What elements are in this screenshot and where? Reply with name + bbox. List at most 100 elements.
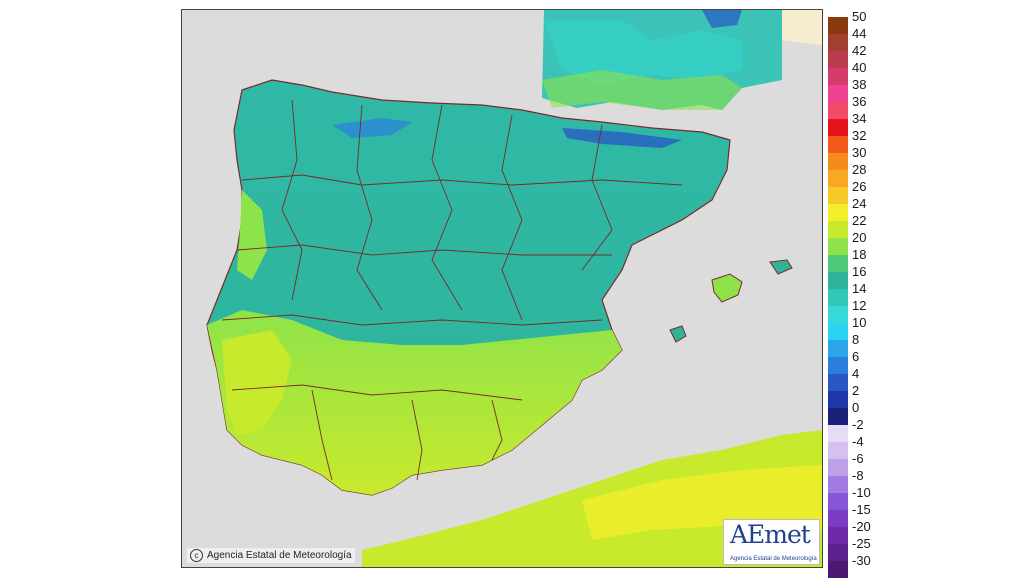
legend-label: -6: [852, 451, 864, 466]
switzerland-region: [782, 10, 822, 45]
legend-item: 4: [828, 366, 888, 391]
legend-swatch: [828, 544, 848, 561]
legend-swatch: [828, 442, 848, 459]
legend-swatch: [828, 340, 848, 357]
legend-swatch: [828, 289, 848, 306]
legend-label: 6: [852, 349, 860, 364]
legend-label: 8: [852, 332, 860, 347]
legend-label: 16: [852, 264, 867, 279]
legend-item: 28: [828, 162, 888, 187]
logo-subtitle: Agencia Estatal de Meteorología: [730, 556, 817, 562]
legend-swatch: [828, 272, 848, 289]
legend-label: -2: [852, 417, 864, 432]
aemet-logo: AEmet Agencia Estatal de Meteorología: [723, 519, 820, 565]
legend-item: 8: [828, 332, 888, 357]
legend-swatch: [828, 391, 848, 408]
legend-swatch: [828, 527, 848, 544]
legend-label: 38: [852, 77, 867, 92]
legend-swatch: [828, 238, 848, 255]
legend-label: 12: [852, 298, 867, 313]
legend-label: -8: [852, 468, 864, 483]
legend-swatch: [828, 170, 848, 187]
legend-swatch: [828, 476, 848, 493]
legend-label: -15: [852, 502, 871, 517]
legend-item: 0: [828, 400, 888, 425]
legend-swatch: [828, 221, 848, 238]
legend-item: -15: [828, 502, 888, 527]
legend-label: 20: [852, 230, 867, 245]
legend-label: 22: [852, 213, 867, 228]
portugal-south-zone: [222, 330, 292, 435]
copyright-text: Agencia Estatal de Meteorología: [207, 550, 352, 561]
legend-label: -20: [852, 519, 871, 534]
legend-item: -2: [828, 417, 888, 442]
legend-item: 38: [828, 77, 888, 102]
legend-label: 0: [852, 400, 860, 415]
legend-item: 10: [828, 315, 888, 340]
legend-label: 28: [852, 162, 867, 177]
legend-label: 34: [852, 111, 867, 126]
legend-label: 40: [852, 60, 867, 75]
legend-item: 26: [828, 179, 888, 204]
legend-swatch: [828, 51, 848, 68]
legend-item: 18: [828, 247, 888, 272]
legend-swatch: [828, 561, 848, 578]
legend-label: 42: [852, 43, 867, 58]
legend-swatch: [828, 374, 848, 391]
province-borders: [221, 99, 683, 481]
legend-swatch: [828, 85, 848, 102]
legend-swatch: [828, 119, 848, 136]
ibiza-island: [669, 325, 687, 343]
legend-swatch: [828, 357, 848, 374]
legend-label: -30: [852, 553, 871, 568]
legend-item: 42: [828, 43, 888, 68]
legend-item: 50: [828, 9, 888, 34]
legend-item: -20: [828, 519, 888, 544]
legend-swatch: [828, 306, 848, 323]
legend-item: 32: [828, 128, 888, 153]
legend-swatch: [828, 68, 848, 85]
legend-item: -6: [828, 451, 888, 476]
legend-label: 10: [852, 315, 867, 330]
legend-swatch: [828, 510, 848, 527]
legend-swatch: [828, 323, 848, 340]
alps-cold-area: [702, 10, 742, 28]
southern-warm-zone: [207, 310, 622, 495]
legend-item: 6: [828, 349, 888, 374]
legend-label: 14: [852, 281, 867, 296]
legend-item: 16: [828, 264, 888, 289]
legend-item: 40: [828, 60, 888, 85]
legend-label: 36: [852, 94, 867, 109]
legend-item: -30: [828, 553, 888, 578]
legend-label: -25: [852, 536, 871, 551]
legend-label: 30: [852, 145, 867, 160]
legend-item: -10: [828, 485, 888, 510]
legend-swatch: [828, 17, 848, 34]
legend-item: 2: [828, 383, 888, 408]
legend-label: -4: [852, 434, 864, 449]
legend-swatch: [828, 34, 848, 51]
legend-item: 20: [828, 230, 888, 255]
legend-label: 32: [852, 128, 867, 143]
legend-label: 18: [852, 247, 867, 262]
legend-label: 50: [852, 9, 867, 24]
portugal-coast-zone: [237, 190, 267, 280]
legend-swatch: [828, 102, 848, 119]
legend-item: 36: [828, 94, 888, 119]
legend-label: -10: [852, 485, 871, 500]
legend-item: -25: [828, 536, 888, 561]
legend-item: 24: [828, 196, 888, 221]
legend-item: 34: [828, 111, 888, 136]
legend-item: 44: [828, 26, 888, 51]
legend-item: 12: [828, 298, 888, 323]
map-graphic: [182, 10, 822, 567]
legend-swatch: [828, 425, 848, 442]
mallorca-island: [711, 273, 743, 303]
legend-item: 14: [828, 281, 888, 306]
logo-brand: AEmet: [730, 520, 811, 549]
pyrenees-mountains: [562, 128, 682, 148]
france-south-coast: [542, 70, 742, 110]
legend-swatch: [828, 493, 848, 510]
legend-swatch: [828, 187, 848, 204]
legend-label: 26: [852, 179, 867, 194]
